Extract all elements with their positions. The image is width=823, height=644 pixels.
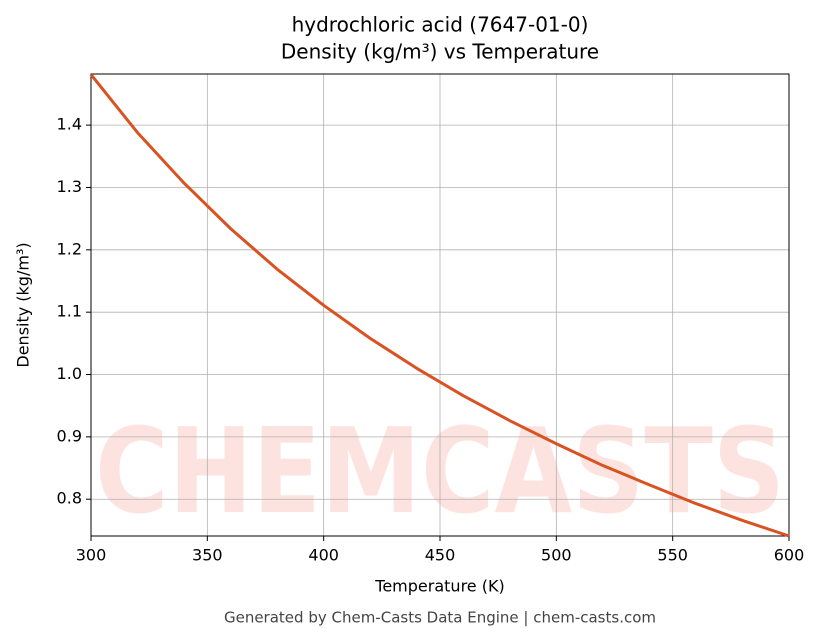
y-tick-label: 1.4 [57, 115, 82, 134]
y-tick-label: 1.2 [57, 239, 82, 258]
x-tick-label: 450 [425, 546, 456, 565]
x-tick-label: 500 [541, 546, 572, 565]
x-axis-label: Temperature (K) [374, 577, 504, 596]
data-line [89, 73, 790, 538]
y-tick-label: 1.1 [57, 302, 82, 321]
x-tick-label: 550 [657, 546, 688, 565]
y-tick-label: 0.8 [57, 489, 82, 508]
y-axis-label: Density (kg/m³) [14, 242, 33, 367]
plot-frame [90, 73, 790, 537]
x-tick-label: 300 [76, 546, 107, 565]
y-tick-label: 1.0 [57, 364, 82, 383]
chart-subtitle: Density (kg/m³) vs Temperature [281, 40, 599, 64]
chart-title: hydrochloric acid (7647-01-0) [292, 13, 589, 37]
y-tick-label: 0.9 [57, 426, 82, 445]
y-tick-label: 1.3 [57, 177, 82, 196]
footer: Generated by Chem-Casts Data Engine | ch… [224, 609, 656, 627]
x-tick-label: 350 [192, 546, 223, 565]
x-tick-label: 600 [774, 546, 805, 565]
x-tick-label: 400 [308, 546, 339, 565]
